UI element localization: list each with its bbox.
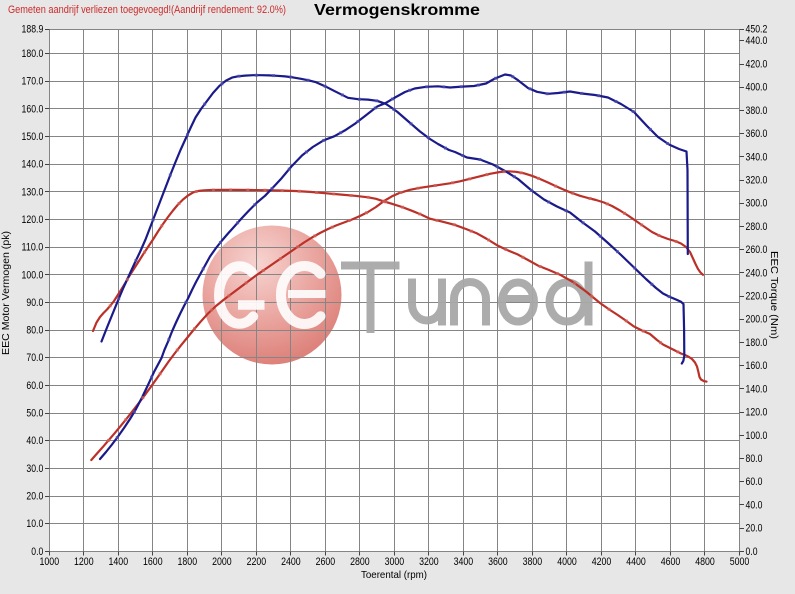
- svg-text:440.0: 440.0: [746, 35, 768, 47]
- svg-text:360.0: 360.0: [746, 128, 768, 140]
- svg-text:240.0: 240.0: [746, 267, 768, 279]
- svg-text:140.0: 140.0: [746, 383, 768, 395]
- svg-text:3400: 3400: [454, 556, 474, 568]
- svg-text:EEC Torque (Nm): EEC Torque (Nm): [768, 251, 780, 339]
- svg-text:120.0: 120.0: [746, 407, 768, 419]
- svg-text:90.0: 90.0: [26, 297, 43, 309]
- svg-text:320.0: 320.0: [746, 175, 768, 187]
- svg-text:1200: 1200: [74, 556, 94, 568]
- svg-text:4400: 4400: [626, 556, 646, 568]
- svg-text:280.0: 280.0: [746, 221, 768, 233]
- svg-text:20.0: 20.0: [746, 523, 763, 535]
- svg-text:400.0: 400.0: [746, 82, 768, 94]
- svg-text:420.0: 420.0: [746, 58, 768, 70]
- svg-text:Toerental (rpm): Toerental (rpm): [361, 569, 427, 581]
- svg-text:200.0: 200.0: [746, 314, 768, 326]
- svg-text:2600: 2600: [316, 556, 336, 568]
- svg-text:170.0: 170.0: [22, 76, 44, 88]
- svg-text:0.0: 0.0: [31, 546, 43, 558]
- svg-text:140.0: 140.0: [22, 159, 44, 171]
- svg-text:260.0: 260.0: [746, 244, 768, 256]
- svg-text:10.0: 10.0: [26, 518, 43, 530]
- svg-text:2000: 2000: [212, 556, 232, 568]
- svg-text:150.0: 150.0: [22, 131, 44, 143]
- svg-text:4200: 4200: [592, 556, 612, 568]
- svg-text:80.0: 80.0: [746, 453, 763, 465]
- svg-text:40.0: 40.0: [26, 435, 43, 447]
- svg-text:1800: 1800: [178, 556, 198, 568]
- svg-text:30.0: 30.0: [26, 463, 43, 475]
- svg-text:340.0: 340.0: [746, 151, 768, 163]
- svg-text:EEC Motor Vermogen (pk): EEC Motor Vermogen (pk): [0, 231, 12, 355]
- svg-text:2200: 2200: [247, 556, 267, 568]
- svg-text:1600: 1600: [143, 556, 163, 568]
- svg-text:120.0: 120.0: [22, 214, 44, 226]
- svg-text:4600: 4600: [661, 556, 681, 568]
- svg-text:100.0: 100.0: [22, 269, 44, 281]
- svg-text:220.0: 220.0: [746, 291, 768, 303]
- svg-text:70.0: 70.0: [26, 352, 43, 364]
- svg-text:5000: 5000: [730, 556, 750, 568]
- svg-text:80.0: 80.0: [26, 325, 43, 337]
- svg-text:188.9: 188.9: [22, 23, 44, 35]
- svg-text:450.2: 450.2: [746, 23, 768, 35]
- svg-text:160.0: 160.0: [746, 360, 768, 372]
- svg-text:40.0: 40.0: [746, 499, 763, 511]
- svg-text:380.0: 380.0: [746, 105, 768, 117]
- svg-text:0.0: 0.0: [746, 546, 758, 558]
- svg-text:2400: 2400: [281, 556, 301, 568]
- svg-text:1000: 1000: [40, 556, 60, 568]
- svg-text:4800: 4800: [695, 556, 715, 568]
- svg-text:300.0: 300.0: [746, 198, 768, 210]
- svg-text:60.0: 60.0: [26, 380, 43, 392]
- svg-text:Vermogenskromme: Vermogenskromme: [314, 2, 480, 19]
- svg-text:3600: 3600: [488, 556, 508, 568]
- svg-text:3200: 3200: [419, 556, 439, 568]
- svg-text:160.0: 160.0: [22, 103, 44, 115]
- svg-text:100.0: 100.0: [746, 430, 768, 442]
- svg-text:50.0: 50.0: [26, 408, 43, 420]
- svg-text:1400: 1400: [109, 556, 129, 568]
- svg-text:60.0: 60.0: [746, 476, 763, 488]
- svg-text:3000: 3000: [385, 556, 405, 568]
- svg-text:130.0: 130.0: [22, 186, 44, 198]
- svg-text:4000: 4000: [557, 556, 577, 568]
- svg-text:110.0: 110.0: [22, 242, 44, 254]
- svg-text:3800: 3800: [523, 556, 543, 568]
- svg-text:Gemeten aandrijf verliezen toe: Gemeten aandrijf verliezen toegevoegd!(A…: [8, 4, 286, 16]
- svg-text:180.0: 180.0: [746, 337, 768, 349]
- svg-text:2800: 2800: [350, 556, 370, 568]
- svg-text:20.0: 20.0: [26, 491, 43, 503]
- svg-text:180.0: 180.0: [22, 48, 44, 60]
